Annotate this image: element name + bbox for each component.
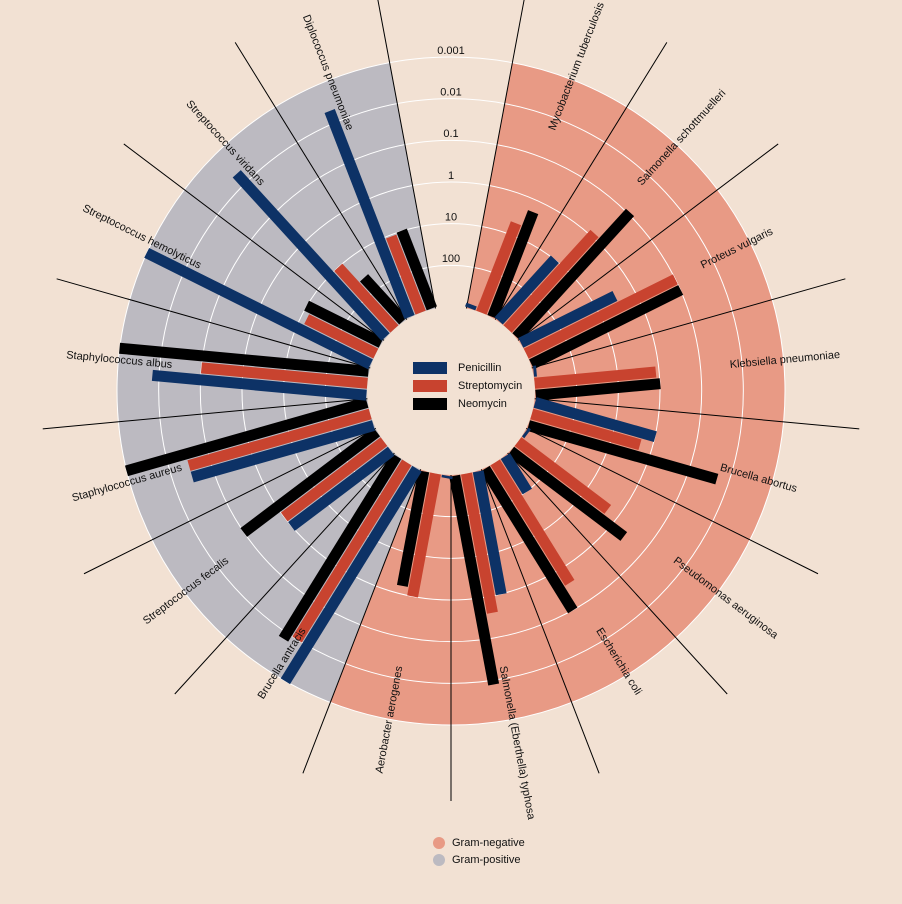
bar [386,234,426,315]
bar [396,470,430,587]
bar [124,397,369,477]
bar [449,474,500,686]
bar [472,470,507,596]
bar [144,247,373,370]
y-tick-label: 0.1 [443,128,458,140]
bar [465,302,477,311]
bar [500,453,533,495]
bar [119,342,369,377]
bar [530,408,642,451]
bar [527,420,719,485]
legend-swatch [413,380,447,392]
bar [359,274,408,325]
separator [534,398,860,430]
bar [187,408,372,471]
legend-swatch [413,398,447,410]
separator [377,0,437,309]
bar [200,362,368,389]
bar [507,446,628,541]
bar [476,221,522,315]
bar [518,291,618,348]
bar [529,285,684,370]
bar [280,437,388,522]
legend-label: Streptomycin [458,380,522,392]
bar [396,228,437,311]
separator [123,143,385,341]
bar [534,366,657,389]
bar [512,208,635,341]
separator [494,42,668,320]
bar [334,263,399,333]
bar [535,378,661,401]
bar [521,427,531,439]
bar [232,170,390,341]
separator [525,427,819,575]
bar [288,446,395,531]
bar [503,229,599,333]
legend-swatch [433,854,445,866]
y-tick-label: 1 [448,170,454,182]
separator [480,469,600,774]
separator [531,278,846,369]
y-tick-label: 0.001 [437,45,465,57]
bar [151,369,367,401]
bar [494,255,559,325]
bar [190,420,375,483]
bar [480,465,578,614]
bar [304,314,379,359]
bar [292,459,412,643]
bar [240,427,381,537]
bar [407,472,441,598]
legend-label: Neomycin [458,398,507,410]
bar [324,109,415,319]
bar [490,459,575,586]
bar [523,274,678,359]
bar [487,210,539,319]
legend-swatch [413,362,447,374]
bar [461,472,498,614]
legend-label: Penicillin [458,362,501,374]
separator [507,452,728,695]
bar [278,453,402,642]
bar [514,437,612,514]
legend-swatch [433,837,445,849]
separator [465,0,525,309]
y-tick-label: 100 [442,253,460,265]
separator [234,42,408,320]
separator [83,427,377,575]
separator [56,278,371,369]
y-tick-label: 0.01 [440,87,461,99]
separator [302,469,422,774]
y-tick-label: 10 [445,212,457,224]
separator [42,398,368,430]
separator [174,452,395,695]
bar [533,397,657,442]
separator [517,143,779,341]
legend-label: Gram-positive [452,854,520,866]
bar [304,300,384,348]
bar [280,465,422,685]
legend-label: Gram-negative [452,837,525,849]
